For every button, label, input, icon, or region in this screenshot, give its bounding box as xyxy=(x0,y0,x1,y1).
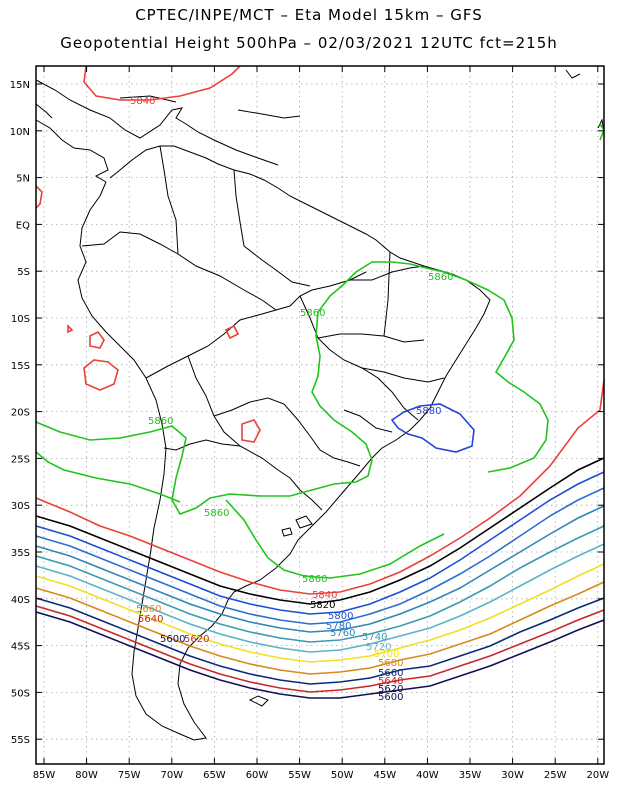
lat-label: EQ xyxy=(16,220,30,231)
contour-5660 xyxy=(35,597,605,685)
label-5680: 5680 xyxy=(378,658,403,669)
lon-label: 25W xyxy=(544,770,567,781)
label-5620: 5620 xyxy=(378,684,403,695)
contour-5860-south-loop xyxy=(225,499,445,579)
label-5600: 5600 xyxy=(378,692,403,703)
contours xyxy=(35,65,605,699)
contour-labels: 5840 5860 5860 5860 5880 5860 5860 5840 … xyxy=(130,96,453,703)
label-5820: 5820 xyxy=(310,600,335,611)
contour-5760 xyxy=(35,505,605,633)
label-5660-west: 5660 xyxy=(136,604,161,615)
map-title-line-2: Geopotential Height 500hPa – 02/03/2021 … xyxy=(60,34,558,52)
axis-ticks xyxy=(36,66,604,764)
label-5760: 5760 xyxy=(330,628,355,639)
label-5860-south: 5860 xyxy=(204,508,229,519)
lon-label: 30W xyxy=(501,770,524,781)
label-5720: 5720 xyxy=(366,642,391,653)
contour-5840-loop-1 xyxy=(89,330,105,349)
lat-label: 35S xyxy=(11,548,30,559)
label-5780: 5780 xyxy=(326,621,351,632)
lon-label: 65W xyxy=(203,770,226,781)
coastlines xyxy=(35,69,605,741)
label-5620-west: 5620 xyxy=(184,634,209,645)
longitude-labels: 85W 80W 75W 70W 65W 60W 55W 50W 45W 40W 35W 30W 25W 2… xyxy=(33,770,610,781)
map-frame xyxy=(35,65,605,765)
contour-5780 xyxy=(35,487,605,625)
contour-5840-band xyxy=(35,379,605,595)
contour-5840-loop-3 xyxy=(224,324,240,340)
label-5700: 5700 xyxy=(374,649,399,660)
label-5840-south: 5840 xyxy=(312,590,337,601)
contour-5840-west-edge xyxy=(35,185,43,209)
lon-label: 70W xyxy=(160,770,183,781)
label-5880: 5880 xyxy=(416,406,441,417)
contour-5720 xyxy=(35,543,605,653)
label-5640: 5640 xyxy=(378,676,403,687)
latitude-labels: 15N 10N 5N EQ 5S 10S 15S 20S 25S 30S 35S 40S 45S 50S 5… xyxy=(10,80,30,746)
map-title-line-1: CPTEC/INPE/MCT – Eta Model 15km – GFS xyxy=(135,6,483,24)
lat-label: 15S xyxy=(11,361,30,372)
lat-label: 10N xyxy=(10,127,30,138)
lat-label: 45S xyxy=(11,642,30,653)
contour-5840-north xyxy=(83,65,241,101)
label-5600-west: 5600 xyxy=(160,634,185,645)
lon-label: 45W xyxy=(373,770,396,781)
label-5740: 5740 xyxy=(362,632,387,643)
label-5660: 5660 xyxy=(378,668,403,679)
contour-5840-loop-4 xyxy=(241,419,261,443)
contour-5820 xyxy=(35,457,605,605)
label-5860-south-2: 5860 xyxy=(302,574,327,585)
contour-5800 xyxy=(35,471,605,615)
contour-5860-main xyxy=(35,261,549,515)
lat-label: 30S xyxy=(11,501,30,512)
label-5860-west: 5860 xyxy=(148,416,173,427)
contour-5640 xyxy=(35,605,605,693)
contour-5740 xyxy=(35,525,605,643)
lon-label: 35W xyxy=(459,770,482,781)
lat-label: 10S xyxy=(11,314,30,325)
contour-5880 xyxy=(390,403,475,453)
lat-label: 50S xyxy=(11,688,30,699)
lat-label: 5N xyxy=(16,174,30,185)
lon-label: 60W xyxy=(246,770,269,781)
contour-5700 xyxy=(35,563,605,663)
lat-label: 55S xyxy=(11,735,30,746)
lon-label: 80W xyxy=(75,770,98,781)
lon-label: 50W xyxy=(331,770,354,781)
contour-5840-loop-2 xyxy=(83,359,119,391)
label-5860-ne: 5860 xyxy=(428,272,453,283)
contour-5620 xyxy=(35,611,605,699)
lon-label: 40W xyxy=(416,770,439,781)
lat-label: 5S xyxy=(17,267,30,278)
lon-label: 75W xyxy=(118,770,141,781)
label-5860-center: 5860 xyxy=(300,308,325,319)
lat-label: 40S xyxy=(11,595,30,606)
contour-5840-loop-5 xyxy=(67,324,74,334)
lat-label: 25S xyxy=(11,454,30,465)
contour-5860-south xyxy=(35,451,181,503)
lon-label: 85W xyxy=(33,770,56,781)
lat-lon-grid xyxy=(36,66,604,764)
lat-label: 20S xyxy=(11,408,30,419)
lat-label: 15N xyxy=(10,80,30,91)
lon-label: 55W xyxy=(288,770,311,781)
label-5800: 5800 xyxy=(328,611,353,622)
contour-5680 xyxy=(35,581,605,675)
label-5840-north: 5840 xyxy=(130,96,155,107)
label-5640-west: 5640 xyxy=(138,614,163,625)
lon-label: 20W xyxy=(586,770,609,781)
